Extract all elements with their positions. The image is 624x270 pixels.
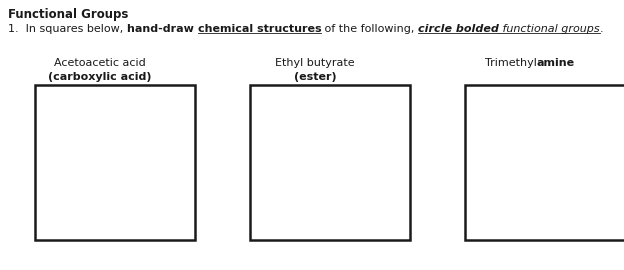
Bar [465,85,624,240]
Text: 1.  In squares below,: 1. In squares below, [8,24,127,34]
Text: chemical structures: chemical structures [198,24,321,34]
Text: .: . [600,24,603,34]
Text: functional groups: functional groups [499,24,600,34]
Text: Acetoacetic acid: Acetoacetic acid [54,58,146,68]
Text: Ethyl butyrate: Ethyl butyrate [275,58,355,68]
Text: (ester): (ester) [294,72,336,82]
Bar [250,85,410,240]
Text: of the following,: of the following, [321,24,418,34]
Text: hand-draw: hand-draw [127,24,198,34]
Text: Functional Groups: Functional Groups [8,8,129,21]
Text: circle bolded: circle bolded [418,24,499,34]
Bar [35,85,195,240]
Text: Trimethyl: Trimethyl [485,58,537,68]
Text: (carboxylic acid): (carboxylic acid) [48,72,152,82]
Text: amine: amine [537,58,575,68]
